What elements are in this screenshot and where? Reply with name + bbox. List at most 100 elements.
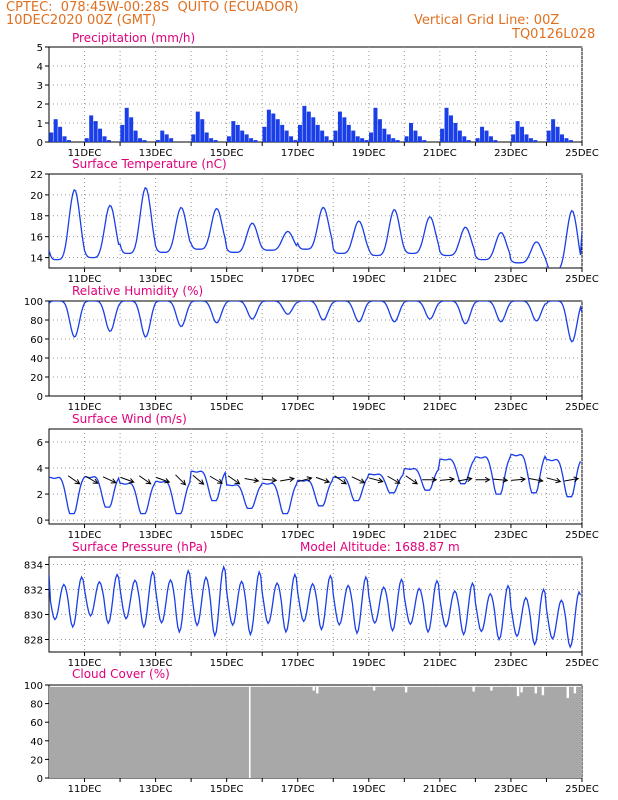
- temp-xtick-label: 15DEC: [210, 274, 244, 285]
- wind-arrow-head: [502, 477, 509, 483]
- precip-bar: [515, 121, 520, 142]
- precip-bar: [195, 111, 200, 142]
- temp-xtick-label: 17DEC: [281, 274, 315, 285]
- precip-bar: [475, 138, 480, 142]
- precip-bar: [271, 113, 276, 142]
- temp-xtick-label: 11DEC: [68, 274, 102, 285]
- rh-xtick-label: 11DEC: [68, 402, 102, 413]
- wind-arrow-shaft: [155, 476, 170, 483]
- rh-xtick-label: 25DEC: [565, 402, 599, 413]
- wind-arrow-head: [289, 476, 295, 483]
- cloud-cover-gap: [316, 685, 319, 694]
- precip-bar: [377, 119, 382, 142]
- wind-arrow-head: [92, 478, 99, 484]
- wind-arrow-shaft: [387, 475, 400, 484]
- temp-xtick-label: 13DEC: [139, 274, 173, 285]
- wind-arrow-head: [555, 477, 562, 484]
- rh-xtick-label: 19DEC: [352, 402, 386, 413]
- cloud-cover-gap: [520, 685, 523, 693]
- precip-bar: [209, 138, 214, 142]
- wind-arrow-head: [520, 476, 527, 483]
- wind-arrow: [102, 476, 117, 484]
- wind-arrow-head: [253, 477, 260, 484]
- precip-bar: [324, 136, 329, 142]
- precip-bar: [204, 132, 209, 142]
- rh-series-line: [49, 301, 582, 343]
- precip-xtick-label: 15DEC: [210, 148, 244, 159]
- wind-arrow-head: [180, 479, 187, 486]
- wind-arrow-shaft: [227, 475, 240, 485]
- precip-xtick-label: 23DEC: [494, 148, 528, 159]
- rh-ytick-label: 0: [37, 392, 43, 403]
- precip-bar: [200, 119, 205, 142]
- wind-arrow: [546, 477, 562, 484]
- wind-arrow-shaft: [102, 476, 116, 484]
- precip-bar: [84, 138, 89, 142]
- precip-bar: [346, 124, 351, 142]
- precip-bar: [564, 138, 569, 142]
- wind-arrow: [457, 476, 473, 483]
- wind-plot-area: [49, 453, 582, 515]
- cloud-ytick-label: 0: [37, 774, 43, 785]
- wind-arrow: [244, 477, 260, 484]
- pres-ytick-label: 834: [24, 561, 43, 572]
- precip-bar: [524, 134, 529, 142]
- wind-arrow: [315, 476, 331, 484]
- wind-xtick-label: 13DEC: [139, 530, 173, 541]
- precip-bar: [169, 138, 174, 142]
- cloud-title: Cloud Cover (%): [72, 667, 170, 681]
- cloud-xtick-label: 19DEC: [352, 784, 386, 795]
- precip-bar: [160, 130, 165, 142]
- precip-bar: [311, 117, 316, 142]
- precip-bar: [240, 130, 245, 142]
- cloud-cover-gap: [490, 685, 493, 691]
- precip-bar: [49, 132, 54, 142]
- temp-plot-area: [49, 186, 582, 268]
- cloud-xtick-label: 11DEC: [68, 784, 102, 795]
- pres-xtick-label: 19DEC: [352, 658, 386, 669]
- cloud-cover-gap: [566, 685, 569, 699]
- cloud-xtick-label: 17DEC: [281, 784, 315, 795]
- pres-xtick-label: 23DEC: [494, 658, 528, 669]
- wind-arrow-shaft: [175, 474, 186, 486]
- wind-arrow-shaft: [405, 475, 418, 485]
- rh-frame: [48, 300, 583, 397]
- wind-arrow-shaft: [315, 476, 330, 483]
- precip-xtick-label: 25DEC: [565, 148, 599, 159]
- pres-xtick-label: 17DEC: [281, 658, 315, 669]
- wind-arrow-shaft: [351, 476, 365, 484]
- cloud-cover-gap: [534, 685, 538, 694]
- wind-arrow-shaft: [67, 475, 80, 485]
- precip-bar: [373, 107, 378, 142]
- wind-arrow-shaft: [138, 475, 151, 485]
- run-date: 10DEC2020 00Z (GMT): [6, 13, 157, 28]
- precip-bar: [138, 138, 143, 142]
- precip-bar: [98, 128, 103, 142]
- wind-arrow-shaft: [85, 475, 98, 484]
- wind-arrow-head: [217, 478, 223, 484]
- precip-bar: [155, 140, 160, 142]
- precip-bar: [89, 115, 94, 142]
- wind-arrow-shaft: [457, 478, 472, 482]
- wind-arrow-shaft: [564, 478, 579, 482]
- temp-ytick-label: 16: [30, 233, 43, 244]
- wind-arrow-shaft: [493, 478, 508, 481]
- precip-bar: [484, 130, 489, 142]
- precip-bar: [560, 134, 565, 142]
- wind-arrow-shaft: [439, 478, 454, 481]
- rh-xtick-label: 23DEC: [494, 402, 528, 413]
- cloud-ytick-label: 20: [30, 755, 43, 766]
- wind-arrow-head: [377, 477, 384, 484]
- pres-xtick-label: 15DEC: [210, 658, 244, 669]
- precip-bar: [568, 140, 573, 142]
- wind-arrow-shaft: [546, 477, 561, 483]
- precip-bar: [462, 136, 467, 142]
- precip-bar: [129, 117, 134, 142]
- precip-bar: [369, 132, 374, 142]
- wind-ytick-label: 6: [37, 438, 43, 449]
- wind-arrow: [422, 476, 438, 483]
- precip-bar: [266, 109, 271, 142]
- pres-plot-area: [49, 564, 582, 649]
- precip-frame: [48, 46, 583, 143]
- wind-arrow-head: [573, 476, 580, 483]
